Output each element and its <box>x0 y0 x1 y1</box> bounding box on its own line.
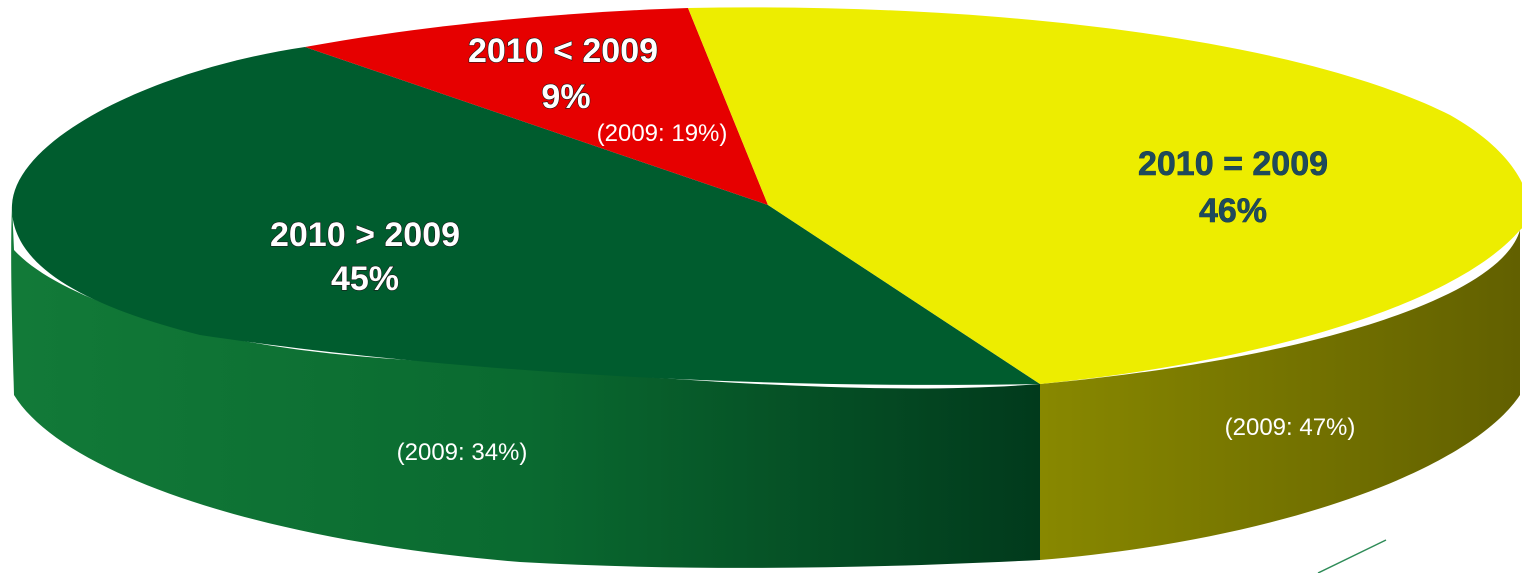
slice-value-label: 45% <box>331 260 399 298</box>
slice-value-label: 9% <box>541 78 590 116</box>
leader-line <box>1317 539 1387 573</box>
pie-side-slice-2 <box>1040 230 1520 560</box>
pie-slice-2010-less <box>305 8 768 205</box>
slice-previous-label: (2009: 19%) <box>597 120 728 147</box>
slice-value-label: 46% <box>1199 192 1267 230</box>
slice-previous-label: (2009: 47%) <box>1225 414 1356 441</box>
slice-previous-label: (2009: 34%) <box>397 439 528 466</box>
slice-category-label: 2010 > 2009 <box>270 216 460 254</box>
pie-side-slice-3 <box>11 205 1040 568</box>
slice-category-label: 2010 = 2009 <box>1138 145 1328 183</box>
pie-slice-2010-equal <box>688 7 1522 384</box>
slice-label-2010-greater: 2010 > 2009 45% (2009: 34%) <box>269 215 528 466</box>
slice-label-2010-less: 2010 < 2009 9% (2009: 19%) <box>467 31 728 147</box>
slice-category-label: 2010 < 2009 <box>468 32 658 70</box>
pie-slice-2010-greater <box>11 47 1040 385</box>
slice-label-2010-equal: 2010 = 2009 46% (2009: 47%) <box>1138 145 1356 441</box>
